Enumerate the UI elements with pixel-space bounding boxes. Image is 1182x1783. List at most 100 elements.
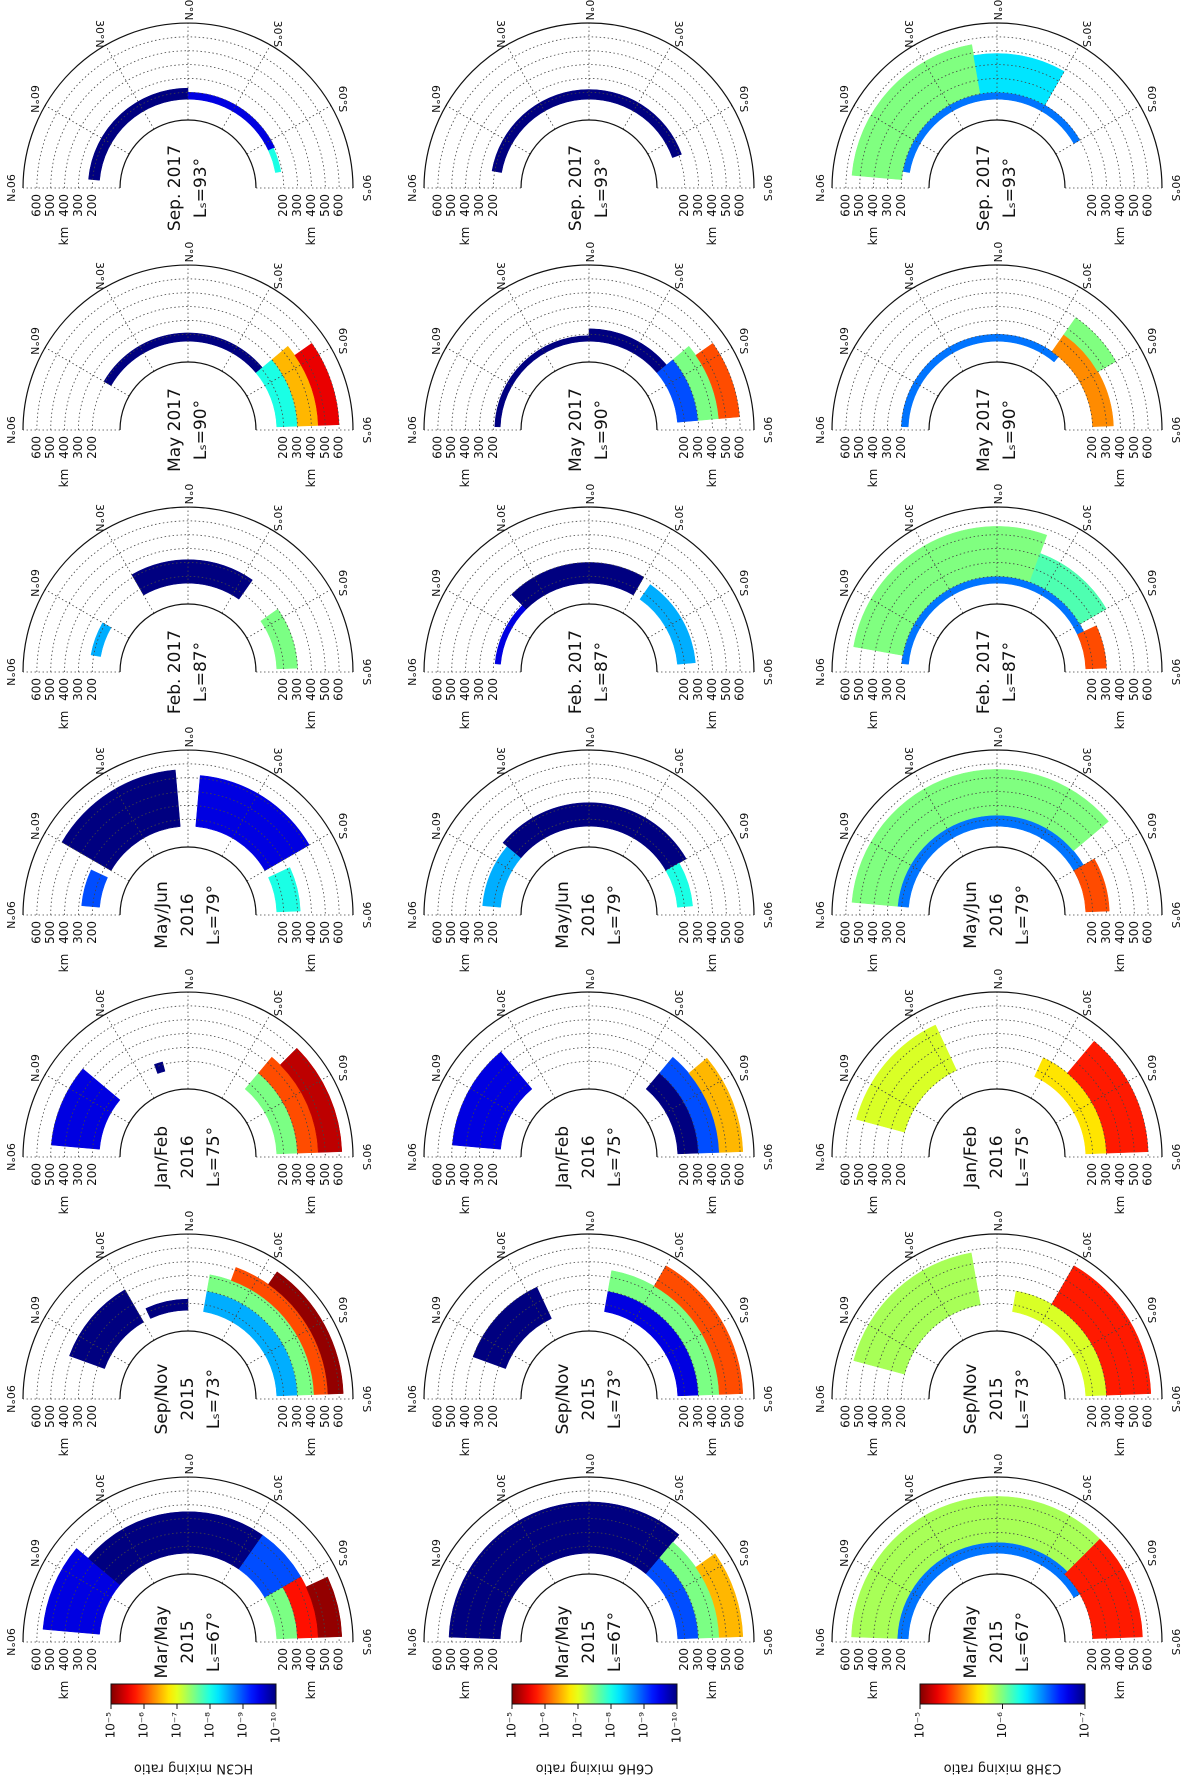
r-tick-label: 600 bbox=[29, 194, 43, 217]
outer-arc bbox=[831, 264, 1163, 431]
outer-arc bbox=[423, 1233, 755, 1400]
r-tick-label: 500 bbox=[43, 678, 57, 701]
grid-spoke bbox=[1030, 1498, 1080, 1584]
lat-tick-label: 90°N bbox=[4, 1385, 17, 1413]
grid-ring bbox=[873, 64, 1121, 189]
lat-tick-label: 90°N bbox=[405, 416, 418, 444]
grid-ring bbox=[873, 306, 1121, 431]
grid-ring bbox=[492, 1303, 686, 1400]
grid-spoke bbox=[44, 1074, 130, 1124]
r-tick-label: 500 bbox=[43, 1163, 57, 1186]
lat-tick-label: 60°S bbox=[737, 1540, 750, 1566]
lat-tick-label: 30°N bbox=[93, 1231, 106, 1259]
colorbar-tick-label: 10⁻⁵ bbox=[505, 1712, 519, 1739]
r-unit-label: km bbox=[458, 1196, 472, 1215]
colorbar: 10⁻⁵ 10⁻⁶ 10⁻⁷ 10⁻⁸ 10⁻⁹ 10⁻¹⁰ C6H6 mixing rat… bbox=[505, 1683, 684, 1776]
r-unit-label: km bbox=[304, 1196, 318, 1215]
grid-spoke bbox=[246, 832, 332, 882]
lat-tick-label: 90°N bbox=[405, 658, 418, 686]
r-tick-label: 200 bbox=[1085, 436, 1099, 459]
r-tick-label: 200 bbox=[486, 921, 500, 944]
r-tick-label: 200 bbox=[486, 436, 500, 459]
grid-ring bbox=[859, 1261, 1135, 1400]
lat-tick-label: 90°S bbox=[360, 659, 373, 685]
lat-tick-label: 0°N bbox=[583, 969, 596, 990]
grid-spoke bbox=[221, 286, 271, 372]
r-tick-label: 500 bbox=[852, 194, 866, 217]
grid-spoke bbox=[1055, 1316, 1141, 1366]
r-tick-label: 200 bbox=[85, 678, 99, 701]
grid-ring bbox=[91, 1546, 285, 1643]
r-tick-label: 200 bbox=[276, 1163, 290, 1186]
inner-arc bbox=[928, 603, 1066, 673]
grid-spoke bbox=[853, 832, 939, 882]
grid-spoke bbox=[221, 1255, 271, 1341]
r-tick-label: 500 bbox=[719, 1405, 733, 1428]
r-tick-label: 600 bbox=[733, 436, 747, 459]
r-unit-label: km bbox=[57, 711, 71, 730]
r-tick-label: 600 bbox=[332, 1648, 346, 1671]
r-tick-label: 600 bbox=[1141, 1405, 1155, 1428]
grid-ring bbox=[887, 805, 1107, 916]
colorbar-tick-label: 10⁻⁵ bbox=[913, 1712, 927, 1739]
panel-year: 2015 bbox=[178, 1377, 198, 1420]
r-tick-label: 400 bbox=[705, 194, 719, 217]
lat-tick-label: 60°N bbox=[837, 1054, 850, 1082]
lat-tick-label: 30°S bbox=[672, 505, 685, 531]
r-unit-label: km bbox=[866, 1196, 880, 1215]
lat-tick-label: 30°N bbox=[494, 262, 507, 290]
grid-spoke bbox=[246, 1316, 332, 1366]
r-tick-label: 500 bbox=[719, 1163, 733, 1186]
lat-tick-label: 60°S bbox=[737, 570, 750, 596]
grid-ring bbox=[36, 763, 340, 916]
panel-date: May 2017 bbox=[566, 388, 586, 472]
r-tick-label: 500 bbox=[43, 921, 57, 944]
grid-spoke bbox=[853, 589, 939, 639]
lat-tick-label: 30°N bbox=[902, 1474, 915, 1502]
r-tick-label: 300 bbox=[691, 678, 705, 701]
grid-spoke bbox=[105, 1255, 155, 1341]
lat-tick-label: 30°N bbox=[902, 262, 915, 290]
r-tick-label: 600 bbox=[733, 194, 747, 217]
lat-tick-label: 90°S bbox=[1169, 175, 1182, 201]
grid-spoke bbox=[914, 1013, 964, 1099]
grid-ring bbox=[887, 320, 1107, 431]
r-tick-label: 500 bbox=[852, 436, 866, 459]
grid-ring bbox=[900, 1546, 1094, 1643]
r-tick-label: 300 bbox=[472, 194, 486, 217]
lat-tick-label: 60°N bbox=[28, 569, 41, 597]
grid-spoke bbox=[622, 286, 672, 372]
lat-tick-label: 30°S bbox=[672, 1232, 685, 1258]
panel-date: Jan/Feb bbox=[553, 1126, 573, 1189]
r-tick-label: 300 bbox=[472, 436, 486, 459]
r-tick-label: 500 bbox=[719, 1648, 733, 1671]
r-unit-label: km bbox=[705, 1681, 719, 1700]
colorbar-bar bbox=[511, 1683, 678, 1705]
panel-date: Mar/May bbox=[152, 1606, 172, 1679]
r-tick-label: 200 bbox=[1085, 678, 1099, 701]
data-patch bbox=[90, 622, 112, 657]
r-tick-label: 400 bbox=[866, 921, 880, 944]
r-unit-label: km bbox=[866, 469, 880, 488]
grid-ring bbox=[64, 1518, 312, 1643]
grid-spoke bbox=[914, 1498, 964, 1584]
lat-tick-label: 90°N bbox=[405, 174, 418, 202]
lat-tick-label: 0°N bbox=[583, 1454, 596, 1475]
r-tick-label: 500 bbox=[852, 1163, 866, 1186]
colorbar-tick-label: 10⁻⁸ bbox=[203, 1712, 217, 1739]
r-unit-label: km bbox=[57, 469, 71, 488]
panel-date: Feb. 2017 bbox=[974, 630, 994, 714]
grid-spoke bbox=[853, 105, 939, 155]
r-tick-label: 500 bbox=[719, 678, 733, 701]
grid-spoke bbox=[221, 44, 271, 130]
panel-ls: Lₛ=75° bbox=[204, 1127, 224, 1187]
r-unit-label: km bbox=[304, 954, 318, 973]
lat-tick-label: 90°N bbox=[405, 901, 418, 929]
grid-spoke bbox=[1055, 347, 1141, 397]
lat-tick-label: 0°N bbox=[182, 242, 195, 263]
grid-spoke bbox=[445, 347, 531, 397]
r-tick-label: 500 bbox=[444, 1405, 458, 1428]
r-tick-label: 400 bbox=[705, 921, 719, 944]
